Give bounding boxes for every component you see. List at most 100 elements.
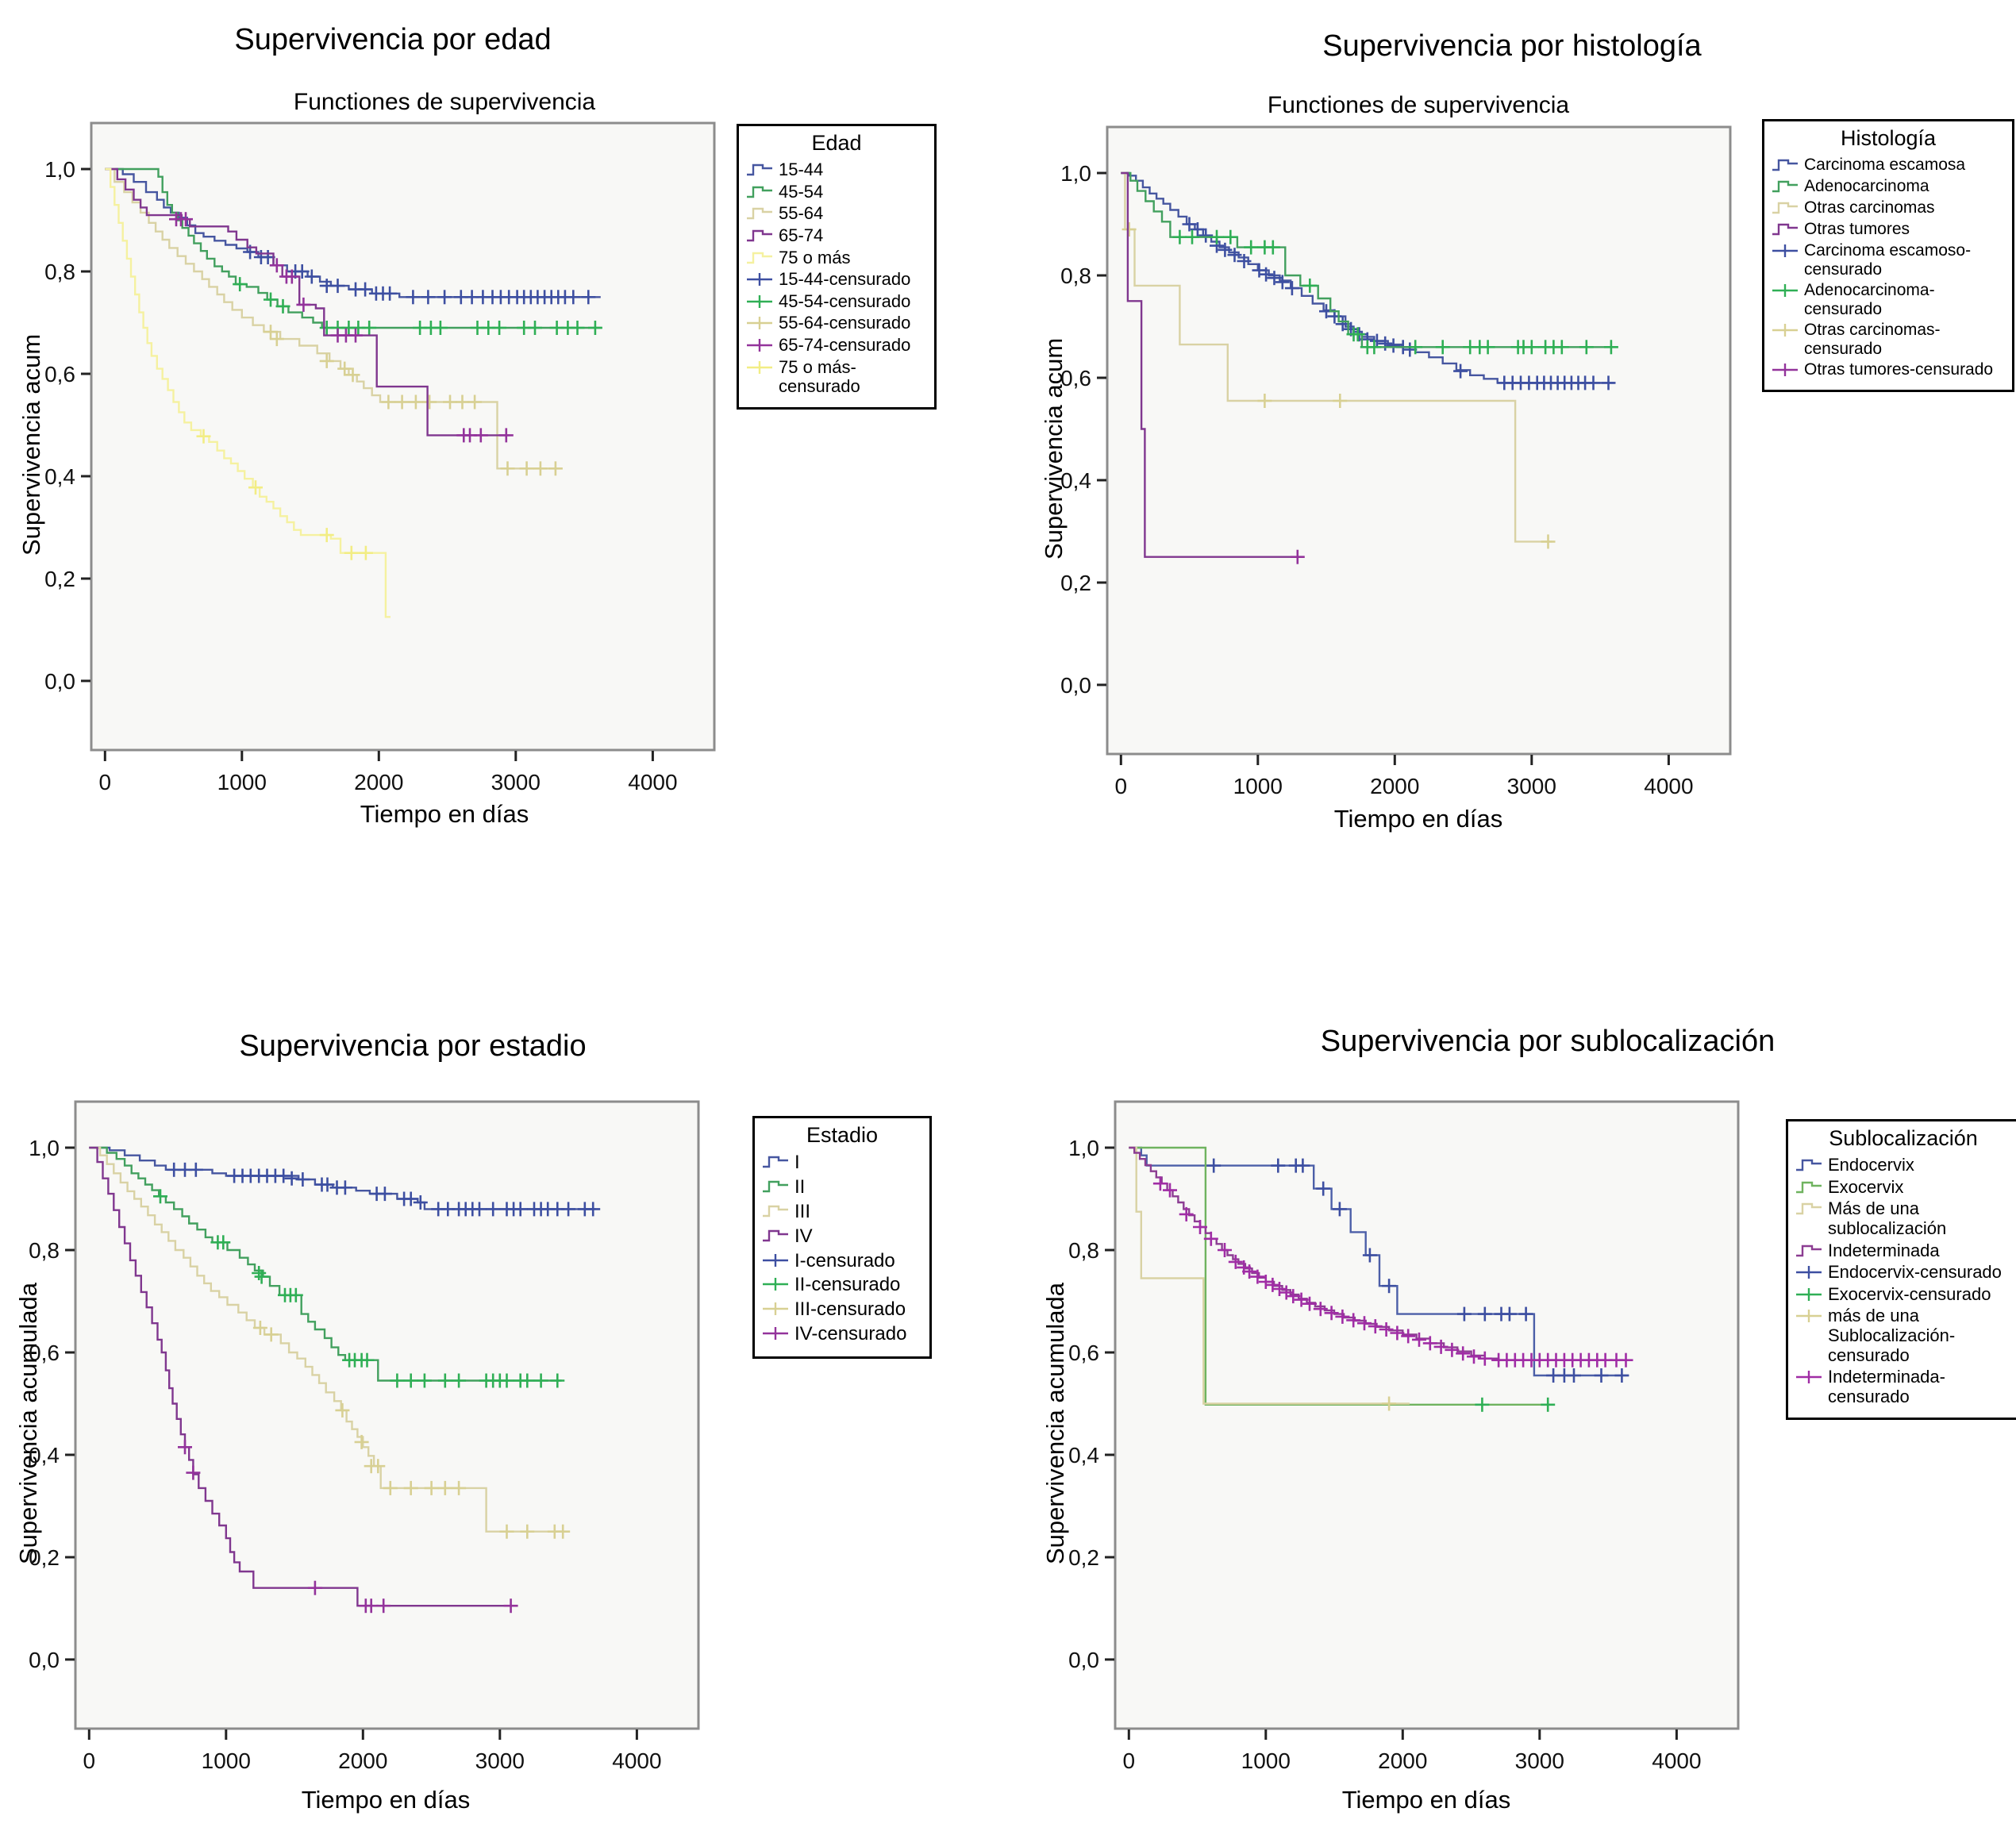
legend-label: Carcinoma escamosa	[1804, 156, 1966, 174]
censor-mark-icon	[1772, 284, 1798, 298]
legend-title: Estadio	[806, 1123, 879, 1147]
legend-label: III	[794, 1200, 811, 1222]
svg-text:0,4: 0,4	[44, 464, 75, 489]
svg-text:3000: 3000	[475, 1748, 525, 1773]
legend-item: 45-54	[745, 181, 928, 202]
censor-mark-icon	[763, 1302, 788, 1316]
step-line-icon	[763, 1229, 788, 1241]
legend-label: Más de una sublocalización	[1828, 1198, 1947, 1238]
step-line-icon	[763, 1205, 788, 1217]
svg-text:3000: 3000	[1515, 1748, 1564, 1773]
svg-text:0,0: 0,0	[1068, 1648, 1099, 1672]
legend-label: 55-64-censurado	[779, 313, 911, 333]
censor-mark-icon	[763, 1253, 788, 1267]
svg-text:3000: 3000	[491, 770, 541, 794]
legend-items: Endocervix Exocervix Más de una sublocaliz…	[1795, 1155, 2012, 1407]
legend-label: Endocervix-censurado	[1828, 1262, 2002, 1283]
svg-text:0,8: 0,8	[29, 1238, 60, 1263]
legend-label: I-censurado	[794, 1249, 895, 1271]
legend-item: 65-74-censurado	[745, 335, 928, 356]
censor-mark-icon	[747, 294, 772, 308]
legend-item: Otras tumores	[1771, 220, 2006, 239]
legend-item: Adenocarcinoma- censurado	[1771, 281, 2006, 318]
legend-label: Adenocarcinoma- censurado	[1804, 281, 1935, 318]
legend-item: II-censurado	[761, 1274, 923, 1296]
legend-label: 65-74	[779, 225, 824, 245]
legend-item: 55-64	[745, 204, 928, 224]
legend-item: Exocervix-censurado	[1795, 1283, 2012, 1305]
page-title: Supervivencia por edad	[234, 23, 552, 57]
legend-item: IV-censurado	[761, 1323, 923, 1345]
svg-text:0: 0	[99, 770, 112, 794]
svg-text:1000: 1000	[202, 1748, 251, 1773]
step-line-icon	[1796, 1181, 1822, 1193]
legend-edad: Edad 15-44 45-54 55-64 65-74 75 o más 15-44-c…	[737, 124, 937, 410]
legend-sublocalizacion: Sublocalización Endocervix Exocervix Más d…	[1786, 1119, 2016, 1420]
censor-mark-icon	[1796, 1266, 1822, 1279]
legend-item: Otras carcinomas	[1771, 198, 2006, 217]
step-line-icon	[747, 208, 772, 220]
legend-title: Histología	[1840, 126, 1937, 150]
legend-items: 15-44 45-54 55-64 65-74 75 o más 15-44-censur…	[745, 160, 928, 397]
legend-label: Otras tumores-censurado	[1804, 360, 1994, 379]
legend-item: 15-44-censurado	[745, 269, 928, 290]
censor-mark-icon	[1796, 1371, 1822, 1384]
svg-text:2000: 2000	[1378, 1748, 1427, 1773]
svg-text:4000: 4000	[1644, 774, 1693, 798]
legend-item: 45-54-censurado	[745, 291, 928, 312]
legend-estadio: Estadio I II III IV I-censurado II-censurado I…	[752, 1116, 932, 1359]
legend-item: Endocervix	[1795, 1155, 2012, 1175]
legend-item: 65-74	[745, 225, 928, 246]
legend-item: Carcinoma escamoso- censurado	[1771, 241, 2006, 279]
legend-item: 75 o más-censurado	[745, 357, 928, 397]
step-line-icon	[1796, 1203, 1822, 1215]
x-axis-label: Tiempo en días	[1341, 1786, 1511, 1814]
censor-mark-icon	[763, 1278, 788, 1291]
svg-text:1,0: 1,0	[29, 1136, 60, 1160]
legend-label: II	[794, 1175, 806, 1198]
step-line-icon	[747, 186, 772, 198]
chart-supervivencia-sublocalizacion: Supervivencia por sublocalización Funcio…	[1008, 918, 2016, 1835]
legend-item: Otras carcinomas- censurado	[1771, 321, 2006, 358]
svg-text:0,4: 0,4	[29, 1443, 60, 1468]
legend-label: 75 o más	[779, 247, 851, 267]
svg-text:2000: 2000	[338, 1748, 387, 1773]
svg-text:0,8: 0,8	[1060, 264, 1091, 288]
step-line-icon	[1772, 159, 1798, 171]
svg-text:1000: 1000	[217, 770, 267, 794]
censor-mark-icon	[747, 339, 772, 352]
svg-text:0: 0	[83, 1748, 96, 1773]
censor-mark-icon	[747, 273, 772, 287]
legend-label: IV	[794, 1225, 813, 1247]
legend-label: 45-54	[779, 181, 824, 202]
svg-text:0,2: 0,2	[44, 567, 75, 591]
legend-title: Edad	[811, 131, 862, 155]
svg-text:0,6: 0,6	[1068, 1341, 1099, 1365]
svg-text:0,4: 0,4	[1068, 1443, 1099, 1468]
svg-text:4000: 4000	[1652, 1748, 1701, 1773]
legend-label: Indeterminada	[1828, 1240, 1940, 1260]
legend-label: Exocervix-censurado	[1828, 1283, 1991, 1304]
legend-item: III-censurado	[761, 1298, 923, 1321]
censor-mark-icon	[1796, 1310, 1822, 1323]
page-title: Supervivencia por estadio	[239, 1029, 587, 1064]
step-line-icon	[747, 229, 772, 242]
svg-text:0,0: 0,0	[1060, 673, 1091, 698]
legend-label: 55-64	[779, 203, 824, 224]
legend-item: Más de una sublocalización	[1795, 1198, 2012, 1238]
x-axis-label: Tiempo en días	[360, 800, 529, 828]
svg-text:1000: 1000	[1233, 774, 1283, 798]
censor-mark-icon	[1772, 364, 1798, 377]
svg-text:1,0: 1,0	[1060, 161, 1091, 186]
censor-mark-icon	[1772, 244, 1798, 257]
survival-plot-estadio: 0 1000 2000 3000 4000 1,0 0,8 0,6 0,4 0,2 0,0	[29, 1100, 700, 1773]
step-line-icon	[747, 163, 772, 176]
svg-text:0,4: 0,4	[1060, 468, 1091, 493]
legend-item: Adenocarcinoma	[1771, 177, 2006, 196]
plot-subtitle: Functiones de supervivencia	[293, 89, 596, 115]
survival-plot-sublocalizacion: 0 1000 2000 3000 4000 1,0 0,8 0,6 0,4 0,2 0,0	[1068, 1100, 1740, 1773]
legend-label: más de una Sublocalización- censurado	[1828, 1306, 1956, 1365]
legend-item: 55-64-censurado	[745, 314, 928, 333]
legend-item: Otras tumores-censurado	[1771, 360, 2006, 379]
legend-items: Carcinoma escamosa Adenocarcinoma Otras ca…	[1771, 156, 2006, 379]
